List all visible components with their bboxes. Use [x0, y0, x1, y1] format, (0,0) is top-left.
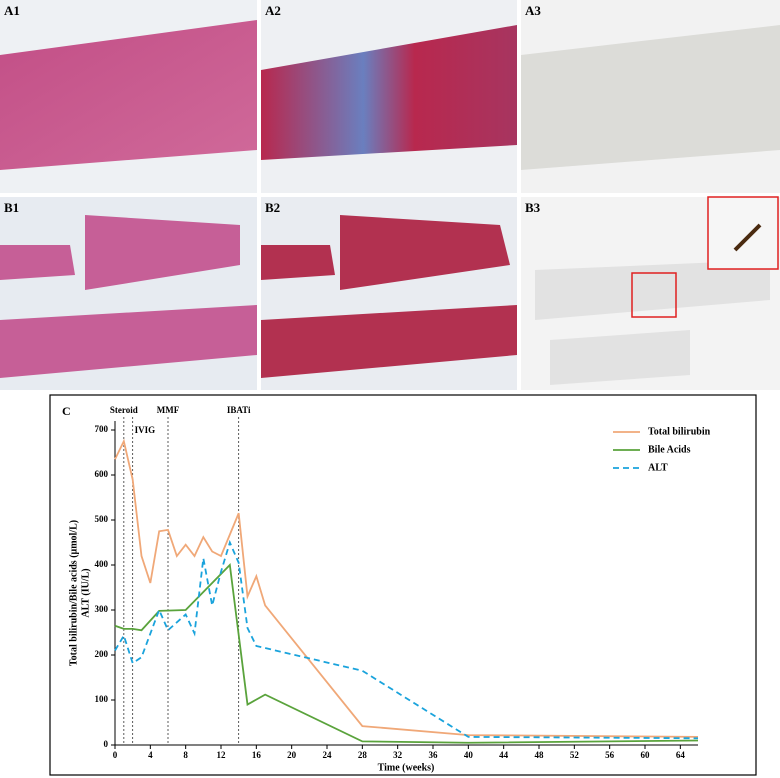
- x-axis-label: Time (weeks): [378, 762, 435, 773]
- y-tick-label: 0: [104, 739, 109, 749]
- x-tick-label: 48: [535, 750, 545, 760]
- x-tick-label: 28: [358, 750, 368, 760]
- series-line: [114, 563, 699, 744]
- y-tick-label: 500: [95, 514, 109, 524]
- event-label: Steroid: [110, 405, 138, 415]
- chart-label: C: [62, 404, 71, 418]
- histology: [0, 0, 780, 390]
- x-tick-label: 0: [113, 750, 118, 760]
- chart-frame: [49, 394, 757, 776]
- event-label: IVIG: [135, 425, 156, 435]
- event-label: IBATi: [227, 405, 251, 415]
- x-tick-label: 32: [393, 750, 403, 760]
- panel-label: A1: [4, 3, 20, 18]
- y-tick-label: 300: [95, 604, 109, 614]
- x-tick-label: 4: [148, 750, 153, 760]
- panel-label: B3: [525, 200, 541, 215]
- legend-label: Total bilirubin: [648, 426, 711, 437]
- panel-label: A3: [525, 3, 541, 18]
- panel-label: B2: [265, 200, 280, 215]
- legend-label: ALT: [648, 462, 668, 473]
- x-tick-label: 12: [217, 750, 227, 760]
- legend-label: Bile Acids: [648, 444, 691, 455]
- y-axis-label: Total bilirubin/Bile acids (μmol/L): [68, 520, 79, 666]
- y-tick-label: 600: [95, 469, 109, 479]
- x-tick-label: 8: [183, 750, 188, 760]
- x-tick-label: 24: [323, 750, 333, 760]
- y-tick-label: 200: [95, 649, 109, 659]
- x-tick-label: 36: [429, 750, 439, 760]
- series-line: [114, 539, 699, 740]
- y-axis-label: ALT (IU/L): [80, 568, 91, 617]
- series-line: [114, 438, 699, 738]
- x-tick-label: 40: [464, 750, 474, 760]
- panel-label: A2: [265, 3, 281, 18]
- event-label: MMF: [157, 405, 180, 415]
- x-tick-label: 20: [287, 750, 297, 760]
- y-tick-label: 700: [95, 424, 109, 434]
- y-tick-label: 400: [95, 559, 109, 569]
- x-tick-label: 64: [676, 750, 686, 760]
- x-tick-label: 44: [499, 750, 509, 760]
- x-tick-label: 16: [252, 750, 262, 760]
- panel-label: B1: [4, 200, 19, 215]
- x-tick-label: 60: [641, 750, 651, 760]
- x-tick-label: 56: [605, 750, 615, 760]
- x-tick-label: 52: [570, 750, 580, 760]
- y-tick-label: 100: [95, 694, 109, 704]
